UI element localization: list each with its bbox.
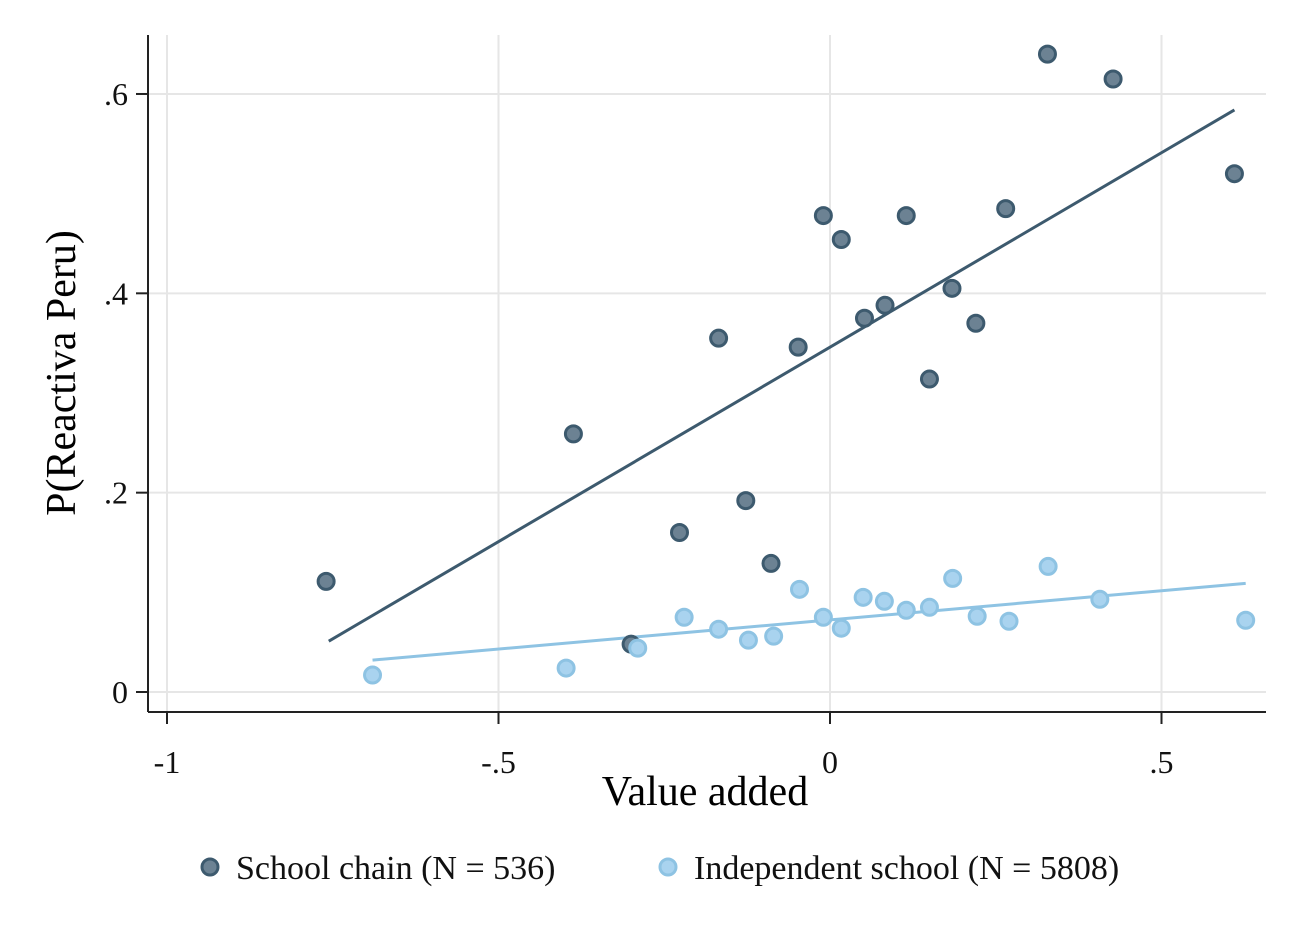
data-point-series-2: [628, 638, 648, 658]
fit-line-series-1: [328, 108, 1236, 643]
data-point-series-1: [966, 313, 986, 333]
y-tick-label: .4: [104, 275, 128, 311]
data-point-series-2: [738, 630, 758, 650]
data-point-series-1: [736, 491, 756, 511]
y-tick-label: 0: [112, 674, 128, 710]
y-axis-title: P(Reactiva Peru): [39, 230, 85, 516]
data-point-series-2: [363, 665, 383, 685]
data-point-series-2: [896, 600, 916, 620]
data-point-series-1: [563, 424, 583, 444]
y-tick-label: .6: [104, 76, 128, 112]
gridlines: [148, 35, 1266, 712]
data-point-series-2: [1090, 589, 1110, 609]
data-point-series-1: [761, 553, 781, 573]
x-axis-title: Value added: [602, 769, 808, 815]
data-point-series-1: [316, 571, 336, 591]
x-tick-label: -.5: [481, 744, 516, 780]
x-tick-label: .5: [1150, 744, 1174, 780]
data-point-series-1: [896, 206, 916, 226]
data-point-series-1: [919, 369, 939, 389]
data-point-series-2: [874, 591, 894, 611]
data-point-series-1: [813, 206, 833, 226]
data-point-series-1: [1224, 164, 1244, 184]
data-point-series-2: [999, 611, 1019, 631]
data-point-series-2: [709, 619, 729, 639]
fit-line-series-2: [372, 581, 1246, 662]
data-point-series-1: [854, 308, 874, 328]
legend-label-series-2: Independent school (N = 5808): [694, 850, 1119, 887]
data-point-series-2: [813, 607, 833, 627]
data-point-series-2: [1236, 610, 1256, 630]
fit-lines: [328, 108, 1246, 662]
data-point-series-1: [669, 523, 689, 543]
data-point-series-2: [790, 579, 810, 599]
legend-marker-series-1: [200, 857, 220, 877]
data-point-series-2: [919, 597, 939, 617]
data-point-series-2: [831, 618, 851, 638]
data-point-series-1: [1103, 69, 1123, 89]
data-point-series-2: [943, 568, 963, 588]
data-point-series-2: [556, 658, 576, 678]
legend: School chain (N = 536) Independent school…: [200, 850, 1119, 887]
data-point-series-1: [831, 229, 851, 249]
data-points: [316, 44, 1256, 685]
data-point-series-2: [967, 606, 987, 626]
data-point-series-1: [709, 328, 729, 348]
data-point-series-1: [1037, 44, 1057, 64]
legend-marker-series-2: [658, 857, 678, 877]
data-point-series-2: [853, 587, 873, 607]
x-tick-label: 0: [822, 744, 838, 780]
axes: -1 -.5 0 .5 0 .2 .4 .6: [104, 35, 1266, 780]
data-point-series-1: [942, 278, 962, 298]
data-point-series-1: [996, 199, 1016, 219]
data-point-series-2: [1038, 556, 1058, 576]
data-point-series-1: [875, 295, 895, 315]
data-point-series-2: [674, 607, 694, 627]
y-tick-label: .2: [104, 475, 128, 511]
data-point-series-1: [788, 337, 808, 357]
x-tick-label: -1: [154, 744, 181, 780]
legend-label-series-1: School chain (N = 536): [236, 850, 555, 887]
data-point-series-2: [764, 626, 784, 646]
